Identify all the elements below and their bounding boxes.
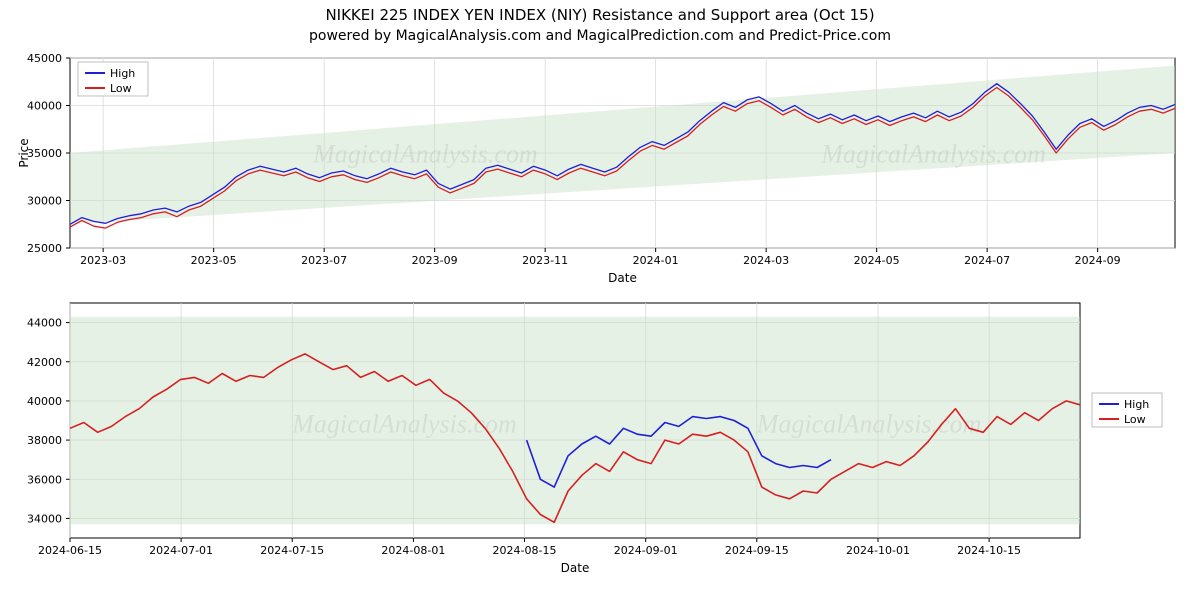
svg-text:2024-01: 2024-01 (633, 254, 679, 267)
svg-text:2023-03: 2023-03 (80, 254, 126, 267)
svg-text:40000: 40000 (27, 100, 62, 113)
svg-text:44000: 44000 (27, 317, 62, 330)
svg-text:MagicalAnalysis.com: MagicalAnalysis.com (756, 409, 982, 438)
svg-text:2024-05: 2024-05 (854, 254, 900, 267)
svg-text:Price: Price (17, 138, 31, 167)
svg-text:2023-05: 2023-05 (191, 254, 237, 267)
svg-text:Low: Low (1124, 413, 1146, 426)
svg-text:2024-09-01: 2024-09-01 (614, 544, 678, 557)
svg-text:2024-07-01: 2024-07-01 (149, 544, 213, 557)
svg-text:2023-07: 2023-07 (301, 254, 347, 267)
svg-text:45000: 45000 (27, 52, 62, 65)
top-chart: 25000 30000 35000 40000 45000 2023-03 2023-05 2… (0, 48, 1200, 293)
svg-text:High: High (1124, 398, 1149, 411)
svg-text:Low: Low (110, 82, 132, 95)
svg-text:30000: 30000 (27, 195, 62, 208)
svg-text:Date: Date (561, 561, 590, 575)
svg-text:38000: 38000 (27, 434, 62, 447)
svg-text:MagicalAnalysis.com: MagicalAnalysis.com (312, 140, 538, 169)
svg-text:34000: 34000 (27, 512, 62, 525)
chart-title: NIKKEI 225 INDEX YEN INDEX (NIY) Resista… (0, 6, 1200, 24)
svg-text:Date: Date (608, 271, 637, 285)
svg-text:40000: 40000 (27, 395, 62, 408)
svg-text:2024-10-01: 2024-10-01 (846, 544, 910, 557)
chart-subtitle: powered by MagicalAnalysis.com and Magic… (0, 28, 1200, 44)
svg-text:2024-07: 2024-07 (964, 254, 1010, 267)
svg-text:2023-11: 2023-11 (522, 254, 568, 267)
svg-text:2024-03: 2024-03 (743, 254, 789, 267)
svg-text:MagicalAnalysis.com: MagicalAnalysis.com (820, 140, 1046, 169)
svg-text:2023-09: 2023-09 (412, 254, 458, 267)
svg-text:35000: 35000 (27, 147, 62, 160)
svg-text:2024-09-15: 2024-09-15 (725, 544, 789, 557)
svg-text:2024-10-15: 2024-10-15 (957, 544, 1021, 557)
svg-text:2024-09: 2024-09 (1075, 254, 1121, 267)
bottom-chart-svg: 34000 36000 38000 40000 42000 44000 2024-06-15… (0, 293, 1200, 583)
bottom-chart: 34000 36000 38000 40000 42000 44000 2024-06-15… (0, 293, 1200, 583)
svg-text:2024-07-15: 2024-07-15 (260, 544, 324, 557)
svg-text:High: High (110, 67, 135, 80)
svg-text:2024-08-15: 2024-08-15 (493, 544, 557, 557)
svg-text:2024-08-01: 2024-08-01 (381, 544, 445, 557)
svg-text:42000: 42000 (27, 356, 62, 369)
top-chart-svg: 25000 30000 35000 40000 45000 2023-03 2023-05 2… (0, 48, 1200, 293)
svg-text:MagicalAnalysis.com: MagicalAnalysis.com (291, 409, 517, 438)
svg-text:2024-06-15: 2024-06-15 (38, 544, 102, 557)
svg-text:25000: 25000 (27, 242, 62, 255)
svg-text:36000: 36000 (27, 473, 62, 486)
